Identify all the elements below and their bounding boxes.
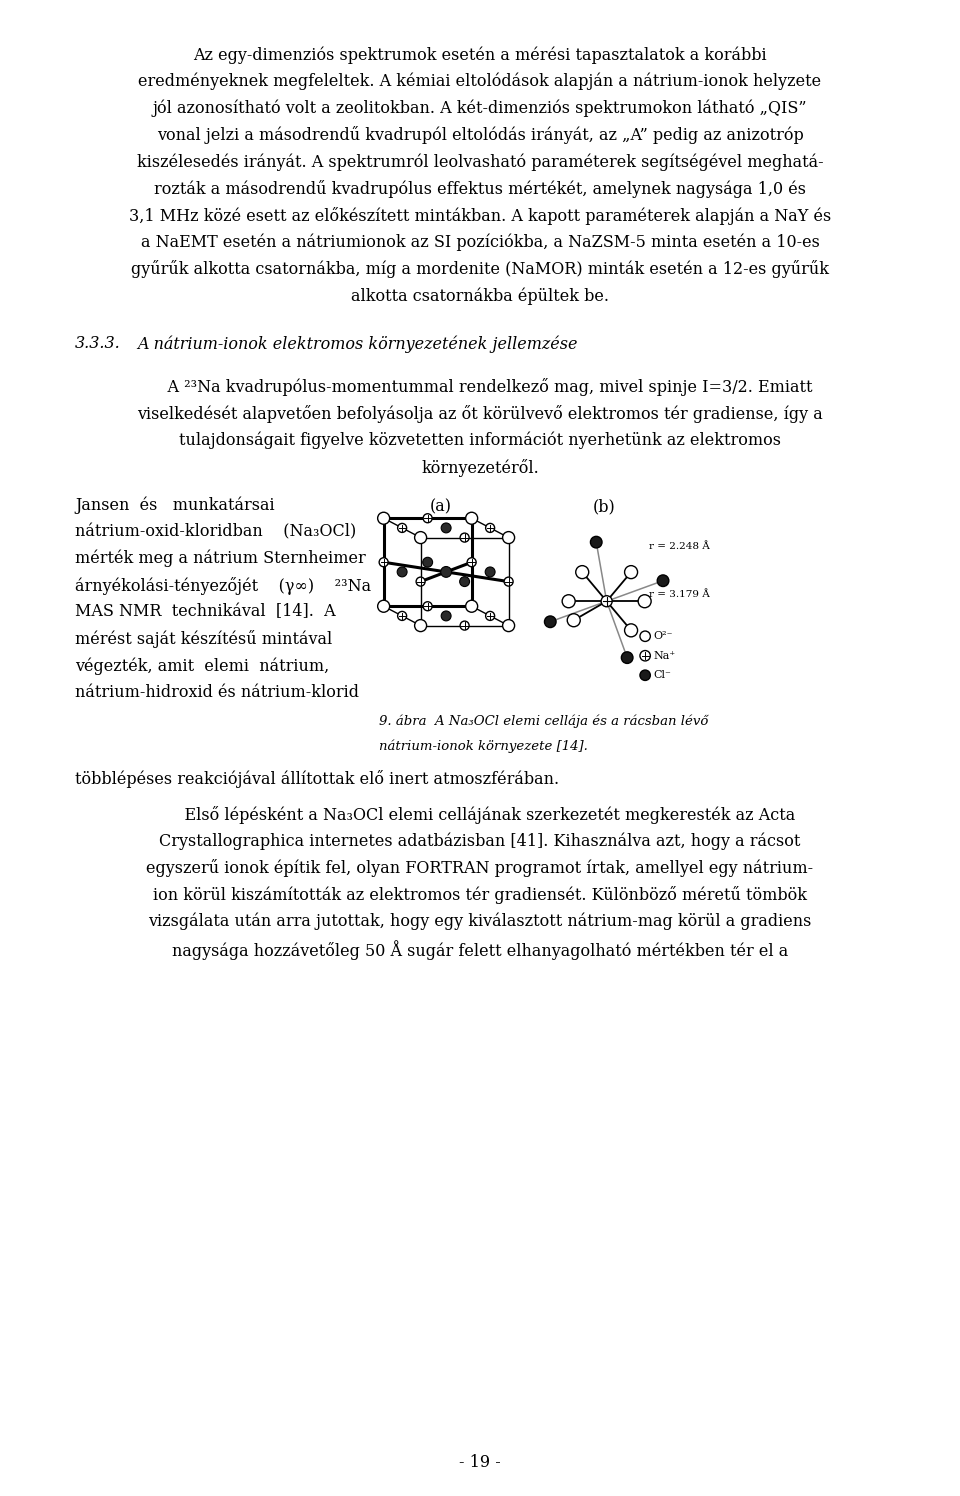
Text: O²⁻: O²⁻ xyxy=(654,631,673,642)
Text: tulajdonságait figyelve közvetetten információt nyerhetünk az elektromos: tulajdonságait figyelve közvetetten info… xyxy=(179,432,781,449)
Text: jól azonosítható volt a zeolitokban. A két-dimenziós spektrumokon látható „QIS”: jól azonosítható volt a zeolitokban. A k… xyxy=(153,100,807,117)
Text: ion körül kiszámították az elektromos tér gradiensét. Különböző méretű tömbök: ion körül kiszámították az elektromos té… xyxy=(153,886,807,904)
Circle shape xyxy=(601,595,612,607)
Text: rozták a másodrendű kvadrupólus effektus mértékét, amelynek nagysága 1,0 és: rozták a másodrendű kvadrupólus effektus… xyxy=(154,180,806,197)
Text: 3,1 MHz közé esett az előkészített mintákban. A kapott paraméterek alapján a NaY: 3,1 MHz közé esett az előkészített mintá… xyxy=(129,206,831,224)
Text: Na⁺: Na⁺ xyxy=(654,651,676,661)
Circle shape xyxy=(422,558,433,567)
Circle shape xyxy=(379,558,388,567)
Circle shape xyxy=(466,600,478,612)
Text: Első lépésként a Na₃OCl elemi cellájának szerkezetét megkeresték az Acta: Első lépésként a Na₃OCl elemi cellájának… xyxy=(164,806,796,824)
Circle shape xyxy=(415,531,426,543)
Text: kiszélesedés irányát. A spektrumról leolvasható paraméterek segítségével meghatá: kiszélesedés irányát. A spektrumról leol… xyxy=(136,153,824,171)
Circle shape xyxy=(576,565,588,579)
Circle shape xyxy=(625,624,637,637)
Circle shape xyxy=(640,651,650,661)
Circle shape xyxy=(503,619,515,631)
Text: Cl⁻: Cl⁻ xyxy=(654,670,672,681)
Text: alkotta csatornákba épültek be.: alkotta csatornákba épültek be. xyxy=(351,287,609,305)
Circle shape xyxy=(658,574,669,586)
Text: egyszerű ionok építik fel, olyan FORTRAN programot írtak, amellyel egy nátrium-: egyszerű ionok építik fel, olyan FORTRAN… xyxy=(147,859,813,877)
Circle shape xyxy=(416,577,425,586)
Circle shape xyxy=(640,631,650,642)
Circle shape xyxy=(441,567,451,577)
Text: többlépéses reakciójával állítottak elő inert atmoszférában.: többlépéses reakciójával állítottak elő … xyxy=(75,769,559,787)
Circle shape xyxy=(423,513,432,522)
Circle shape xyxy=(621,652,633,663)
Circle shape xyxy=(504,577,513,586)
Circle shape xyxy=(485,567,495,577)
Circle shape xyxy=(590,537,602,548)
Circle shape xyxy=(397,612,407,621)
Text: nagysága hozzávetőleg 50 Å sugár felett elhanyagolható mértékben tér el a: nagysága hozzávetőleg 50 Å sugár felett … xyxy=(172,939,788,960)
Circle shape xyxy=(460,621,469,630)
Text: nátrium-hidroxid és nátrium-klorid: nátrium-hidroxid és nátrium-klorid xyxy=(75,684,359,700)
Circle shape xyxy=(567,613,580,627)
Text: A nátrium-ionok elektromos környezetének jellemzése: A nátrium-ionok elektromos környezetének… xyxy=(137,335,578,353)
Circle shape xyxy=(486,524,494,533)
Circle shape xyxy=(423,601,432,610)
Text: árnyékolási-tényezőjét    (γ∞)    ²³Na: árnyékolási-tényezőjét (γ∞) ²³Na xyxy=(75,576,372,594)
Text: Jansen  és   munkatársai: Jansen és munkatársai xyxy=(75,497,275,513)
Text: - 19 -: - 19 - xyxy=(459,1454,501,1471)
Circle shape xyxy=(442,524,451,533)
Circle shape xyxy=(460,576,469,586)
Text: Az egy-dimenziós spektrumok esetén a mérési tapasztalatok a korábbi: Az egy-dimenziós spektrumok esetén a mér… xyxy=(193,46,767,63)
Circle shape xyxy=(460,533,469,542)
Circle shape xyxy=(466,512,478,524)
Text: nátrium-ionok környezete [14].: nátrium-ionok környezete [14]. xyxy=(378,739,588,752)
Text: r = 2.248 Å: r = 2.248 Å xyxy=(649,542,709,551)
Circle shape xyxy=(442,610,451,621)
Text: a NaEMT esetén a nátriumionok az SI pozíciókba, a NaZSM-5 minta esetén a 10-es: a NaEMT esetén a nátriumionok az SI pozí… xyxy=(140,233,820,251)
Text: MAS NMR  technikával  [14].  A: MAS NMR technikával [14]. A xyxy=(75,603,336,621)
Text: végezték, amit  elemi  nátrium,: végezték, amit elemi nátrium, xyxy=(75,657,329,675)
Circle shape xyxy=(638,595,651,607)
Text: mérték meg a nátrium Sternheimer: mérték meg a nátrium Sternheimer xyxy=(75,551,366,567)
Text: Crystallographica internetes adatbázisban [41]. Kihasználva azt, hogy a rácsot: Crystallographica internetes adatbázisba… xyxy=(159,833,801,850)
Text: gyűrűk alkotta csatornákba, míg a mordenite (NaMOR) minták esetén a 12-es gyűrűk: gyűrűk alkotta csatornákba, míg a morden… xyxy=(131,260,829,278)
Circle shape xyxy=(397,524,407,533)
Circle shape xyxy=(377,600,390,612)
Text: vonal jelzi a másodrendű kvadrupól eltolódás irányát, az „A” pedig az anizotróp: vonal jelzi a másodrendű kvadrupól eltol… xyxy=(156,126,804,145)
Text: nátrium-oxid-kloridban    (Na₃OCl): nátrium-oxid-kloridban (Na₃OCl) xyxy=(75,524,356,540)
Circle shape xyxy=(544,616,556,627)
Text: 9. ábra  A Na₃OCl elemi cellája és a rácsban lévő: 9. ábra A Na₃OCl elemi cellája és a rács… xyxy=(378,715,708,729)
Text: (a): (a) xyxy=(430,498,451,515)
Text: A ²³Na kvadrupólus-momentummal rendelkező mag, mivel spinje I=3/2. Emiatt: A ²³Na kvadrupólus-momentummal rendelkez… xyxy=(147,378,813,396)
Text: környezetéről.: környezetéről. xyxy=(421,459,539,477)
Circle shape xyxy=(503,531,515,543)
Text: viselkedését alapvetően befolyásolja az őt körülvevő elektromos tér gradiense, í: viselkedését alapvetően befolyásolja az … xyxy=(137,405,823,423)
Circle shape xyxy=(563,595,575,607)
Text: eredményeknek megfeleltek. A kémiai eltolódások alapján a nátrium-ionok helyzete: eredményeknek megfeleltek. A kémiai elto… xyxy=(138,73,822,90)
Text: (b): (b) xyxy=(592,498,615,515)
Circle shape xyxy=(640,670,650,681)
Text: r = 3.179 Å: r = 3.179 Å xyxy=(649,589,709,598)
Text: mérést saját készítésű mintával: mérést saját készítésű mintával xyxy=(75,630,332,648)
Text: vizsgálata után arra jutottak, hogy egy kiválasztott nátrium-mag körül a gradien: vizsgálata után arra jutottak, hogy egy … xyxy=(148,913,812,931)
Circle shape xyxy=(625,565,637,579)
Circle shape xyxy=(377,512,390,524)
Text: 3.3.3.: 3.3.3. xyxy=(75,335,121,353)
Circle shape xyxy=(415,619,426,631)
Circle shape xyxy=(397,567,407,577)
Circle shape xyxy=(468,558,476,567)
Circle shape xyxy=(486,612,494,621)
